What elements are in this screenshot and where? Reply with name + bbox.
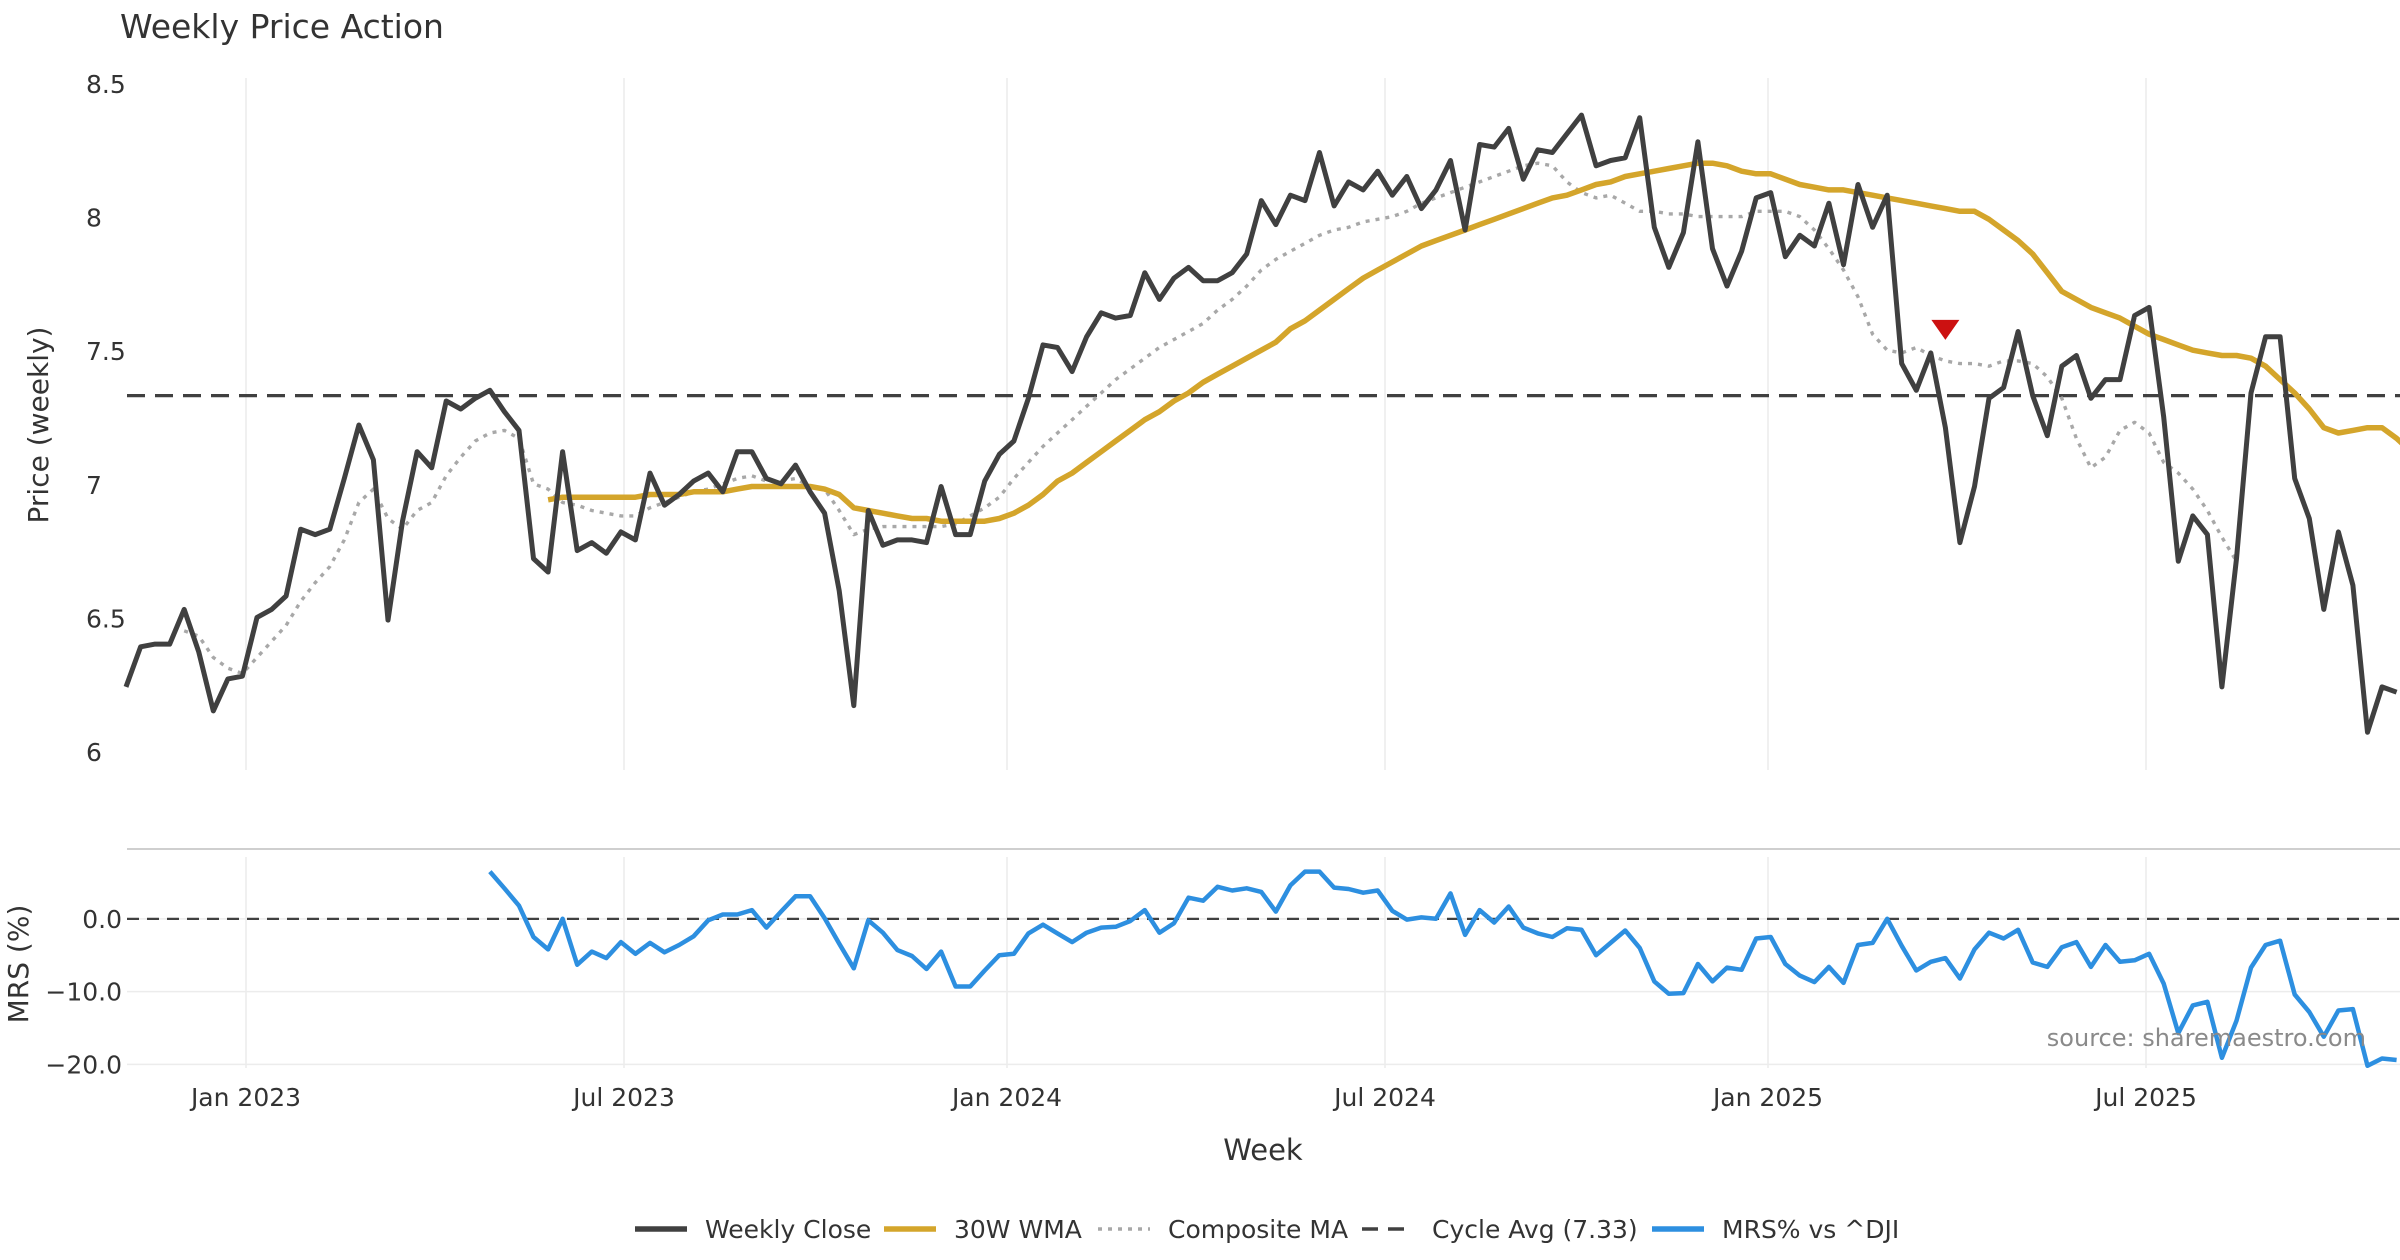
x-tick-label: Jan 2024 <box>950 1083 1062 1112</box>
legend-item: Weekly Close <box>635 1215 871 1244</box>
price-y-ticks: 6 6.5 7 7.5 8 8.5 <box>86 70 126 767</box>
x-tick-label: Jul 2023 <box>571 1083 675 1112</box>
mrs-y-tick-label: −10.0 <box>45 978 122 1007</box>
x-tick-label: Jul 2024 <box>1332 1083 1436 1112</box>
x-axis-ticks: Jan 2023 Jul 2023 Jan 2024 Jul 2024 Jan 2025… <box>189 1083 2197 1112</box>
price-y-tick-label: 6 <box>86 738 102 767</box>
mrs-y-tick-label: −20.0 <box>45 1050 122 1079</box>
legend-label: MRS% vs ^DJI <box>1722 1215 1899 1244</box>
price-y-tick-label: 8 <box>86 204 102 233</box>
price-gridlines <box>245 78 2147 770</box>
price-panel: 6 6.5 7 7.5 8 8.5 Price (weekly) <box>22 70 2400 770</box>
composite-ma-line <box>183 161 2238 676</box>
mrs-gridlines <box>127 857 2400 1068</box>
wma-30w-line <box>547 160 2400 524</box>
weekly-close-line <box>123 112 2398 735</box>
price-y-tick-label: 8.5 <box>86 70 126 99</box>
source-note: source: sharemaestro.com <box>2047 1024 2366 1052</box>
legend-label: Weekly Close <box>705 1215 871 1244</box>
price-y-tick-label: 7 <box>86 471 102 500</box>
legend-item: MRS% vs ^DJI <box>1652 1215 1899 1244</box>
price-y-axis-label: Price (weekly) <box>22 327 55 524</box>
x-axis-label: Week <box>1223 1133 1303 1167</box>
mrs-y-ticks: 0.0 −10.0 −20.0 <box>45 905 122 1080</box>
legend-label: 30W WMA <box>954 1215 1082 1244</box>
legend: Weekly Close 30W WMA Composite MA Cycle Avg… <box>635 1215 1899 1244</box>
price-y-tick-label: 7.5 <box>86 337 126 366</box>
mrs-y-tick-label: 0.0 <box>82 905 122 934</box>
price-y-tick-label: 6.5 <box>86 604 126 633</box>
mrs-panel: 0.0 −10.0 −20.0 MRS (%) source: sharemaest… <box>2 857 2400 1079</box>
legend-item: Cycle Avg (7.33) <box>1362 1215 1638 1244</box>
x-tick-label: Jul 2025 <box>2093 1083 2197 1112</box>
legend-label: Composite MA <box>1168 1215 1348 1244</box>
legend-label: Cycle Avg (7.33) <box>1432 1215 1638 1244</box>
legend-item: Composite MA <box>1098 1215 1348 1244</box>
mrs-line <box>488 869 2397 1069</box>
x-tick-label: Jan 2025 <box>1711 1083 1823 1112</box>
legend-item: 30W WMA <box>884 1215 1082 1244</box>
x-tick-label: Jan 2023 <box>189 1083 301 1112</box>
sell-signal-marker <box>1931 319 1960 340</box>
mrs-y-axis-label: MRS (%) <box>2 905 35 1024</box>
chart-title: Weekly Price Action <box>120 7 444 46</box>
